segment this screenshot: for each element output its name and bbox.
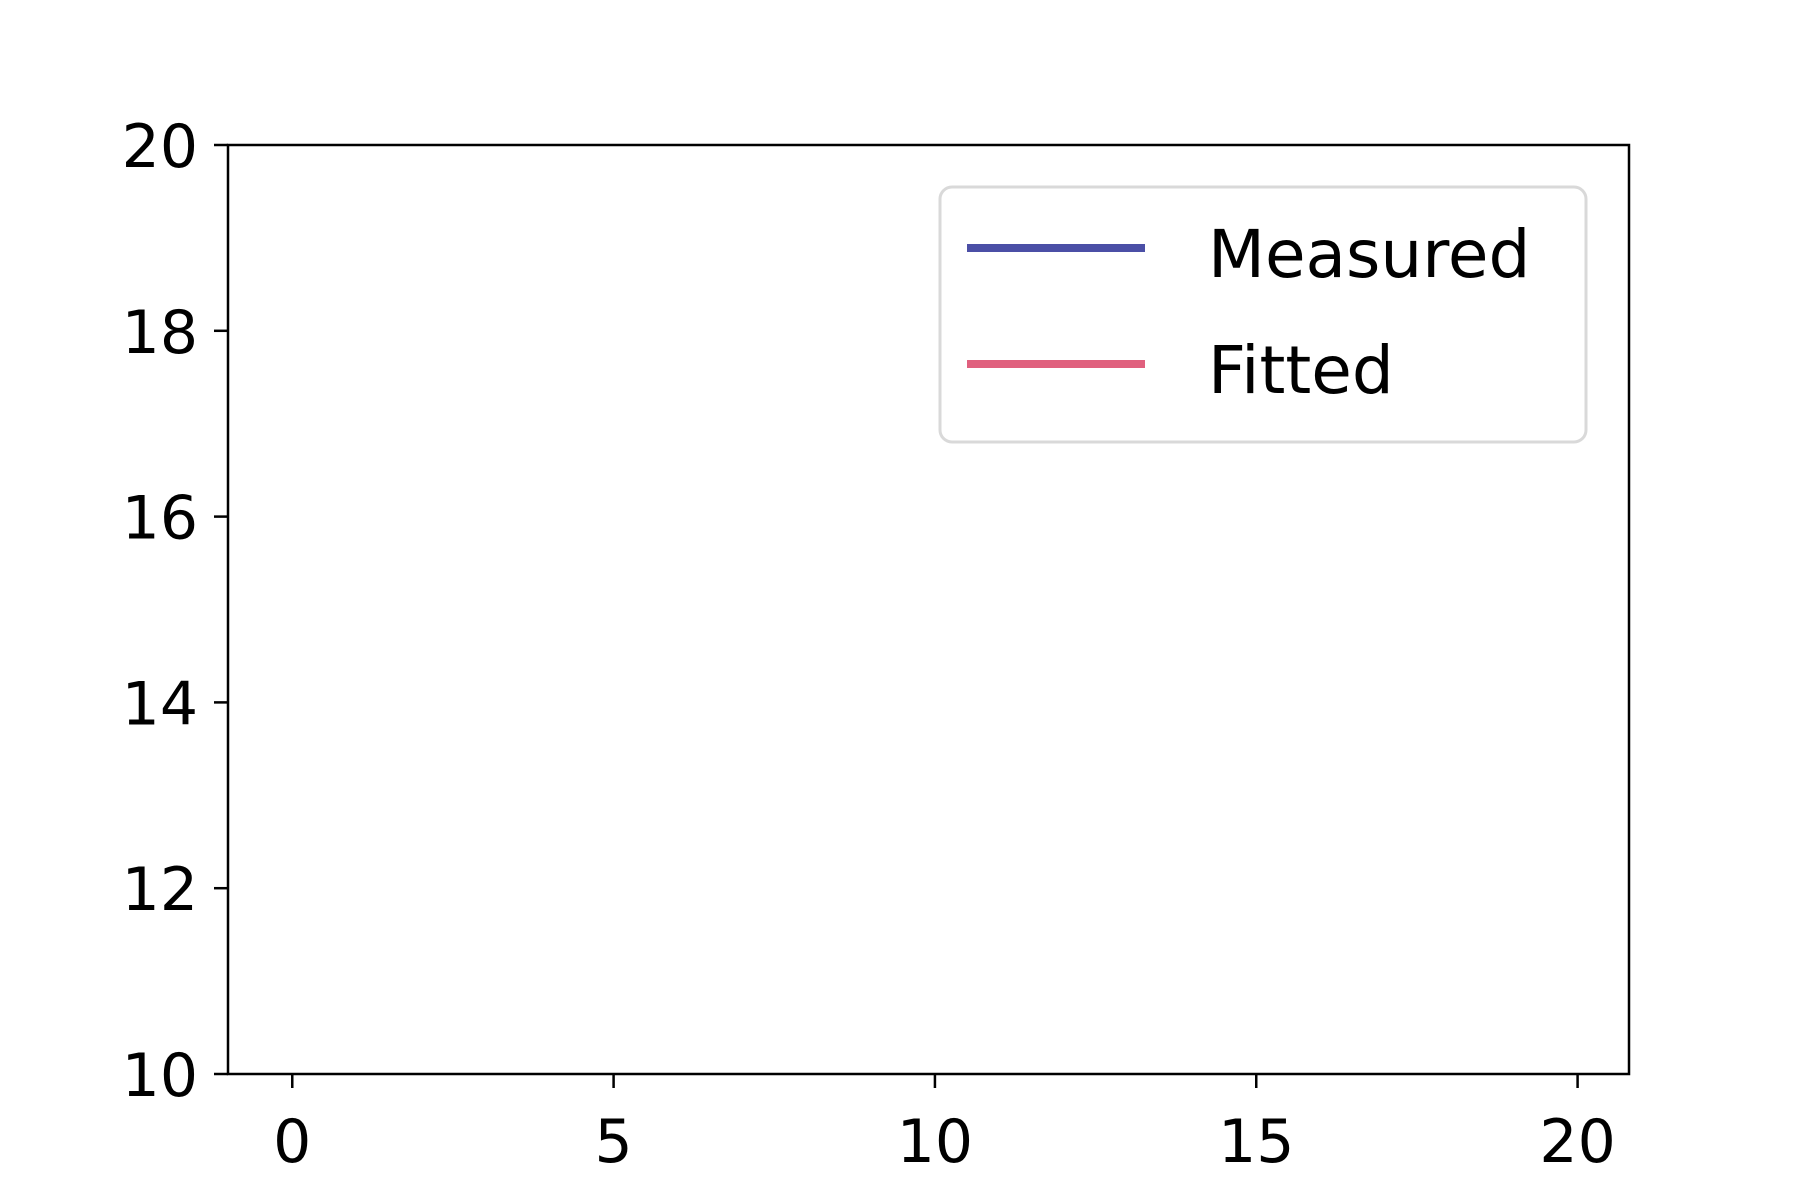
- x-tick-label: 0: [273, 1107, 311, 1177]
- x-axis: 0 5 10 15 20: [273, 1074, 1616, 1177]
- y-tick-label: 10: [122, 1041, 198, 1111]
- x-tick-label: 10: [897, 1107, 973, 1177]
- legend-label-measured: Measured: [1208, 216, 1530, 293]
- legend-item-measured: Measured: [967, 216, 1530, 293]
- x-tick-label: 20: [1539, 1107, 1615, 1177]
- axes-frame: [226, 143, 1631, 1076]
- y-tick-label: 20: [122, 112, 198, 182]
- legend-label-fitted: Fitted: [1208, 332, 1394, 409]
- x-tick-label: 15: [1218, 1107, 1294, 1177]
- y-tick-label: 18: [122, 298, 198, 368]
- plot-area: [226, 143, 1631, 1076]
- y-tick-label: 14: [122, 669, 198, 739]
- legend: Measured Fitted: [938, 185, 1588, 444]
- y-tick-label: 12: [122, 855, 198, 925]
- y-axis: 10 12 14 16 18 20: [122, 112, 228, 1111]
- x-tick-label: 5: [595, 1107, 633, 1177]
- y-tick-label: 16: [122, 484, 198, 554]
- legend-item-fitted: Fitted: [967, 332, 1394, 409]
